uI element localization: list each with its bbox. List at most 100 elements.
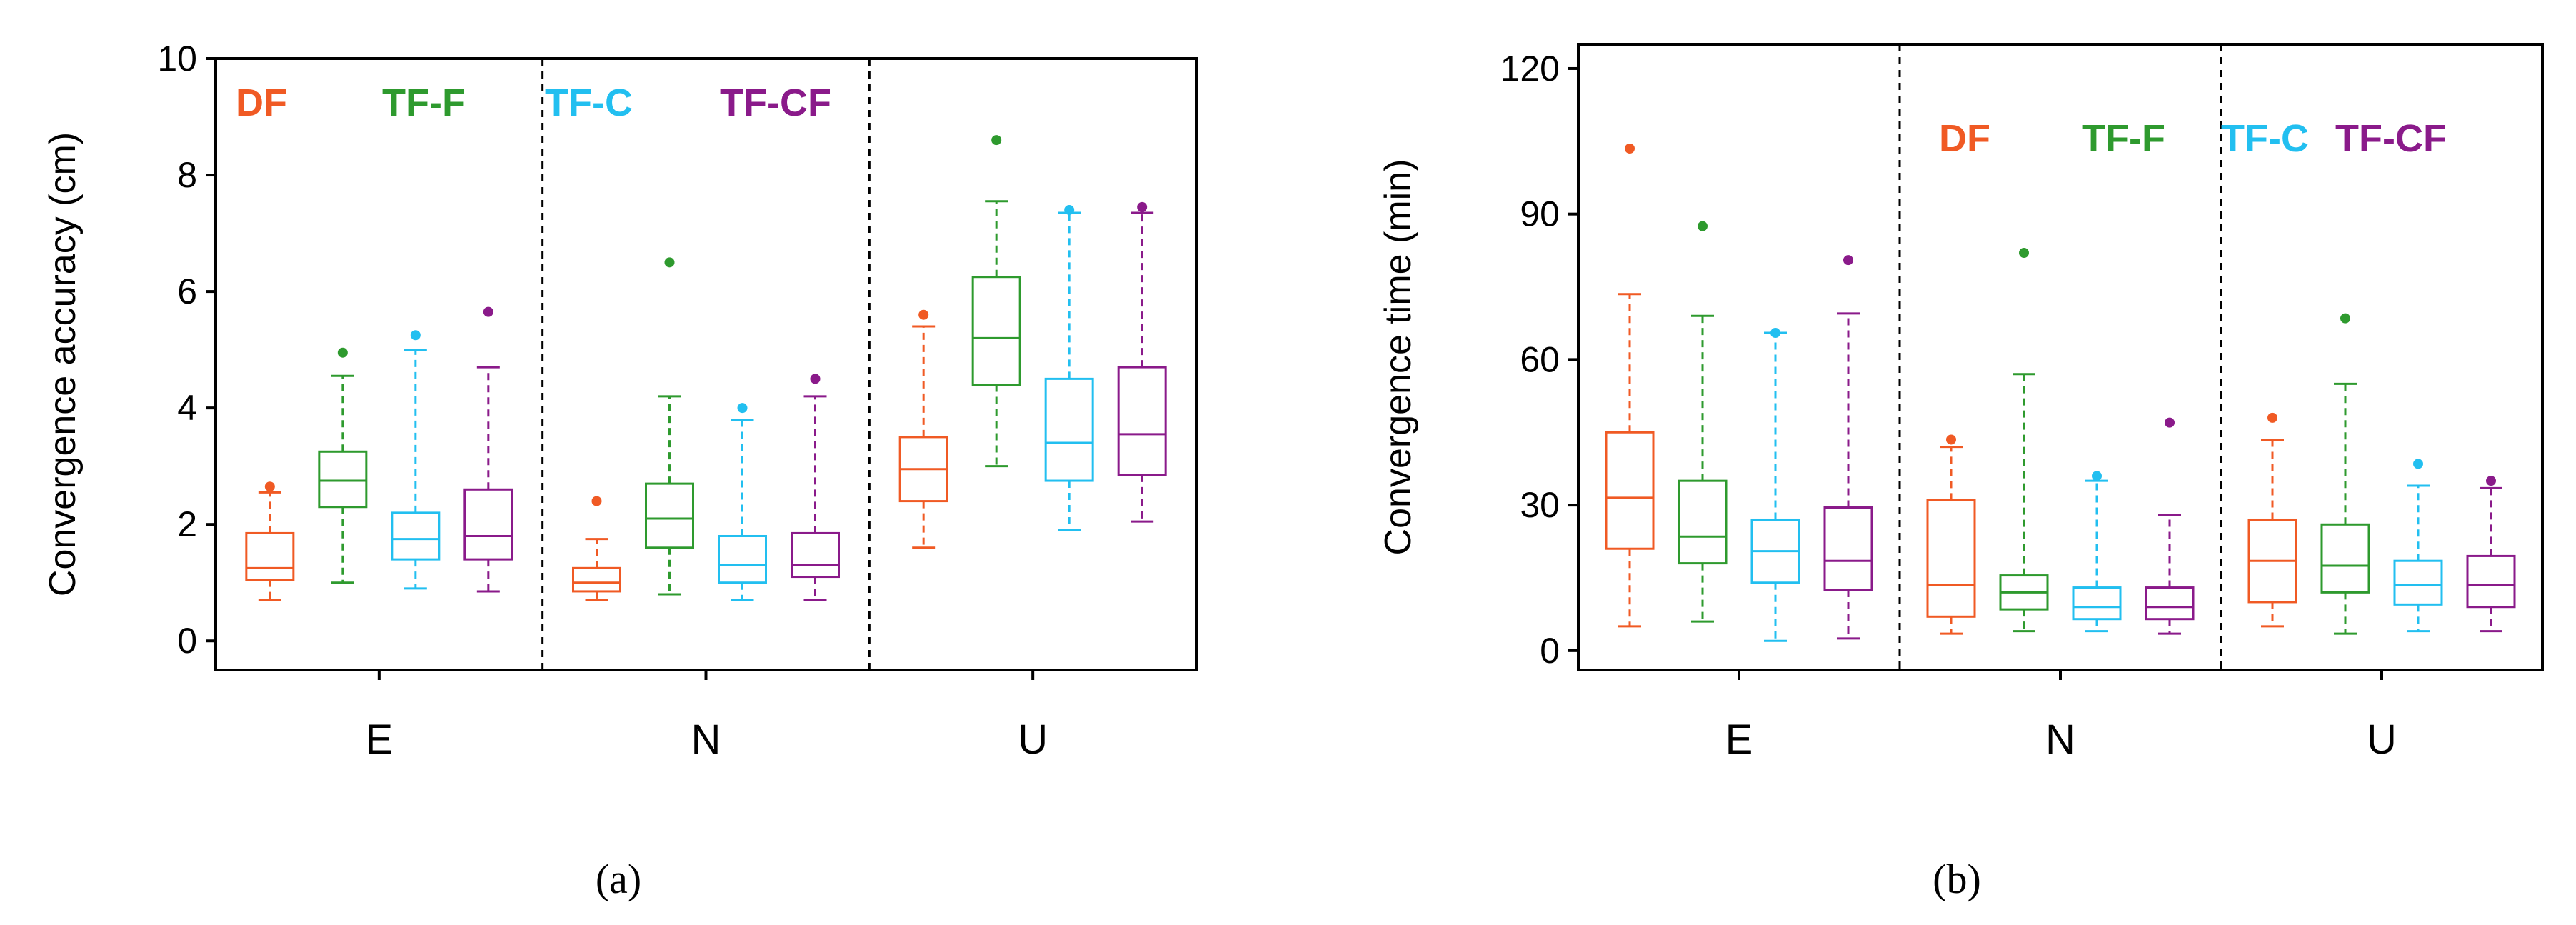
box-iqr [1117,366,1167,476]
x-tick-label: E [365,716,393,763]
box-DF-U [898,309,948,549]
box-DF-U [2247,412,2297,628]
outlier-point [2019,248,2029,258]
legend-entry: DF [236,81,287,124]
legend-entry: DF [1939,117,1990,160]
x-tick-label: U [1018,716,1048,763]
x-tick-label: E [1725,716,1753,763]
legend-entry: TF-CF [720,81,831,124]
outlier-point [2267,412,2277,423]
box-iqr [1044,377,1094,482]
plot-frame [214,57,1198,671]
outlier-point [337,347,348,358]
box-iqr [2393,559,2443,606]
outlier-point [2092,471,2102,481]
box-TF-CF-E [1823,255,1873,640]
legend-entry: TF-C [545,81,633,124]
box-iqr [572,566,621,593]
box-TF-F-U [2320,313,2370,635]
legend-entry: TF-F [2082,117,2165,160]
box-iqr [645,482,694,549]
box-iqr [718,534,767,584]
y-tick-label: 10 [157,39,197,79]
y-tick-label: 60 [1520,339,1560,379]
y-tick-label: 120 [1500,49,1560,89]
outlier-point [1946,434,1956,445]
box-iqr [463,488,513,561]
legend-entry: TF-F [382,81,466,124]
box-iqr [2145,586,2195,621]
box-TF-C-E [391,330,441,590]
x-tick-label: U [2367,716,2397,763]
y-tick-label: 0 [177,621,197,661]
outlier-point [1770,328,1780,339]
box-DF-E [1605,144,1655,628]
outlier-point [737,403,748,414]
box-iqr [791,531,840,579]
box-TF-F-E [1678,221,1728,623]
outlier-point [2486,476,2496,486]
outlier-point [410,330,421,341]
box-TF-F-N [645,257,694,596]
y-tick-label: 30 [1520,485,1560,525]
box-TF-F-E [318,347,368,584]
box-iqr [1926,499,1976,618]
box-iqr [391,511,441,561]
outlier-point [1843,255,1853,266]
panel-label: (a) [596,856,641,902]
y-tick-label: 4 [177,388,197,428]
box-TF-C-E [1750,328,1800,642]
y-tick-label: 2 [177,504,197,544]
box-TF-CF-N [2145,417,2195,635]
box-iqr [318,450,368,509]
box-TF-C-U [2393,459,2443,633]
outlier-point [1625,144,1635,154]
legend-entry: TF-CF [2335,117,2447,160]
y-tick-label: 90 [1520,194,1560,234]
chart-panel-b: 0 30 60 90 120 E N U Convergence time (min) (b) DF… [1378,43,2544,902]
outlier-point [1137,201,1148,212]
outlier-point [2340,313,2350,324]
chart-panel-a: 0 2 4 6 8 10 E N U Convergence accuracy (cm) (a) DF… [42,39,1198,902]
box-TF-C-U [1044,204,1094,531]
y-axis-label: Convergence accuracy (cm) [42,132,84,596]
outlier-point [1064,204,1075,215]
outlier-point [483,306,493,317]
x-tick-label: N [2045,716,2075,763]
box-TF-F-N [1999,248,2049,633]
box-TF-F-U [971,135,1021,468]
outlier-point [991,135,1002,146]
outlier-point [2413,459,2423,469]
y-tick-label: 6 [177,271,197,311]
x-tick-label: N [691,716,721,763]
y-tick-label: 0 [1540,631,1560,671]
box-TF-CF-N [791,374,840,601]
box-DF-E [245,481,295,601]
box-DF-N [572,496,621,601]
y-axis-label: Convergence time (min) [1378,159,1419,556]
outlier-point [264,481,275,492]
box-iqr [1605,431,1655,550]
box-TF-CF-U [1117,201,1167,523]
outlier-point [810,374,821,384]
box-TF-CF-E [463,306,513,593]
box-TF-C-N [2072,471,2122,633]
box-DF-N [1926,434,1976,635]
box-TF-C-N [718,403,767,601]
panel-label: (b) [1933,856,1981,902]
box-iqr [1678,479,1728,565]
outlier-point [918,309,929,320]
outlier-point [1698,221,1708,231]
box-iqr [2072,586,2122,621]
legend-entry: TF-C [2221,117,2309,160]
outlier-point [591,496,602,506]
y-tick-label: 8 [177,155,197,195]
box-iqr [2466,554,2516,609]
box-iqr [245,531,295,581]
box-TF-CF-U [2466,476,2516,633]
box-iqr [1823,506,1873,591]
box-iqr [971,276,1021,386]
outlier-point [2165,417,2175,428]
box-iqr [2320,523,2370,594]
